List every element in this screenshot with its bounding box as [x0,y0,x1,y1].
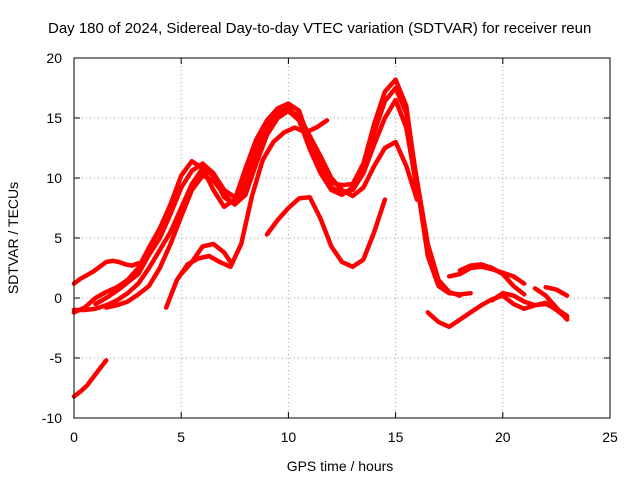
series-arc-12 [457,262,527,297]
y-tick-label: 15 [46,110,62,126]
data-series [71,77,570,399]
series-arc-14 [532,286,570,322]
series-arc-4 [71,97,420,315]
series-arc-1 [71,358,109,399]
y-tick-label: -10 [42,410,62,426]
axis-ticks: 0 5 10 15 20 25 -10 -5 0 5 10 15 20 [42,50,618,445]
x-tick-label: 25 [602,429,618,445]
series-arc-9 [264,194,388,270]
series-arc-2 [71,258,141,286]
grid-lines [74,58,610,418]
x-axis-label: GPS time / hours [287,458,394,474]
y-tick-label: 5 [54,230,62,246]
series-arc-10 [425,293,570,330]
chart-title: Day 180 of 2024, Sidereal Day-to-day VTE… [48,20,591,37]
series-arc-6 [103,85,463,310]
series-arc-7 [163,118,330,310]
x-tick-label: 15 [388,429,404,445]
series-arc-3 [71,108,420,313]
y-tick-label: 0 [54,290,62,306]
x-tick-label: 0 [70,429,78,445]
y-tick-label: 10 [46,170,62,186]
y-axis-label: SDTVAR / TECUs [5,182,21,294]
x-tick-label: 5 [177,429,185,445]
series-arc-8 [178,241,233,277]
x-tick-label: 10 [281,429,297,445]
x-tick-label: 20 [495,429,511,445]
y-tick-label: -5 [50,350,63,366]
series-arc-15 [543,284,570,298]
y-tick-label: 20 [46,50,62,66]
